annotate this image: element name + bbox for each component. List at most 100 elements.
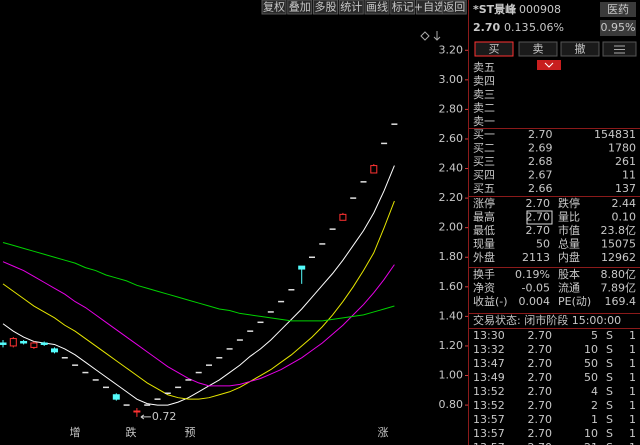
stat-value: 0.004 [519,295,551,308]
tick-side: S [606,357,613,370]
trade-button-label: 买 [489,43,500,56]
y-tick-label: 1.60 [439,280,464,293]
tick-volume: 5 [591,329,598,342]
tick-count: 1 [629,371,636,384]
sector-button[interactable] [600,2,636,17]
toolbar-label: 画线 [366,0,388,14]
tick-price: 2.70 [528,343,553,356]
stat-value: 169.4 [605,295,637,308]
list-icon [614,45,625,54]
toolbar-button[interactable] [338,0,364,15]
moving-average-line [2,241,395,322]
tick-price: 2.70 [528,413,553,426]
stat-value: 2.70 [526,197,551,210]
stat-label: 内盘 [558,250,580,264]
candle-body [30,342,38,348]
candle-body [370,165,378,174]
y-tick-label: 1.00 [439,369,464,382]
bid-volume: 261 [615,155,636,168]
tick-count: 1 [629,427,636,440]
candle-body [298,265,306,270]
tick-count: 1 [629,441,636,445]
trade-button[interactable] [474,41,514,57]
trade-button[interactable] [518,41,558,57]
toolbar-button[interactable] [390,0,416,15]
bid-label: 买三 [473,155,495,168]
bid-price: 2.66 [528,182,553,195]
ask-label: 卖二 [473,102,495,115]
y-tick-label: 1.80 [439,250,464,263]
tick-volume: 10 [584,427,598,440]
bid-label: 买五 [473,182,495,195]
moving-average-line [2,165,395,406]
toolbar-button[interactable] [364,0,390,15]
stat-label: 涨停 [473,196,495,210]
last-price: 2.70 [473,21,500,34]
tick-side: S [606,427,613,440]
stat-label: 总量 [558,237,580,251]
trade-button-label: 卖 [533,43,544,56]
stat-value: 2.70 [526,224,551,237]
tick-time: 13:52 [473,385,505,398]
toolbar-button[interactable] [313,0,338,15]
tick-side: S [606,371,613,384]
stat-label: 市值 [558,223,580,237]
moving-average-line [2,200,395,400]
ask-label: 卖五 [473,61,495,74]
stat-value: -0.05 [522,282,550,295]
stat-value: 0.19% [515,268,550,281]
tick-price: 2.70 [528,427,553,440]
signal-label: 涨 [378,426,389,439]
stat-value: 2.44 [612,197,637,210]
bid-label: 买二 [473,142,495,155]
trade-button-label: 撤 [575,42,586,56]
stat-label: 股本 [558,267,580,281]
tick-volume: 10 [584,343,598,356]
tick-time: 13:32 [473,343,505,356]
tick-price: 2.70 [528,385,553,398]
tick-count: 1 [629,399,636,412]
signal-label: 增 [70,425,81,439]
collapse-button[interactable] [537,60,561,70]
tick-volume: 1 [591,413,598,426]
toolbar-button[interactable] [261,0,287,15]
stat-label: 外盘 [473,250,495,264]
tick-side: S [606,413,613,426]
bid-volume: 137 [615,182,636,195]
tick-volume: 2 [591,399,598,412]
toolbar-label: 标记 [392,0,414,14]
stock-code: 000908 [519,3,561,16]
stat-value: 7.89亿 [601,282,637,295]
tick-time: 13:57 [473,441,505,445]
bid-price: 2.70 [528,128,553,141]
tick-volume: 50 [584,371,598,384]
trade-button[interactable] [560,41,600,57]
candle-body [9,338,17,347]
tick-side: S [606,385,613,398]
toolbar-label: 叠加 [289,1,311,14]
candle-body [20,341,28,344]
y-tick-label: 2.20 [439,191,464,204]
candle-body [0,342,7,345]
tick-side: S [606,441,613,445]
toolbar-label: +自选 [414,1,445,14]
y-tick-label: 1.40 [439,309,464,322]
moving-average-line [2,261,395,387]
ask-label: 卖四 [473,75,495,88]
y-tick-label: 3.20 [439,43,464,56]
ask-label: 卖一 [473,115,495,128]
down-arrow-icon [433,31,441,41]
y-tick-label: 2.80 [439,102,464,115]
tick-side: S [606,329,613,342]
signal-label: 预 [185,426,196,439]
stat-value: 8.80亿 [601,268,637,281]
stat-value: 2113 [522,251,550,264]
stat-value: 15075 [601,238,636,251]
tick-time: 13:52 [473,399,505,412]
highlight-box [526,210,553,225]
stat-label: 量比 [558,211,580,224]
stat-value: 2.70 [526,211,551,224]
bid-volume: 11 [622,169,636,182]
toolbar-button[interactable] [441,0,467,15]
toolbar-button[interactable] [287,0,313,15]
